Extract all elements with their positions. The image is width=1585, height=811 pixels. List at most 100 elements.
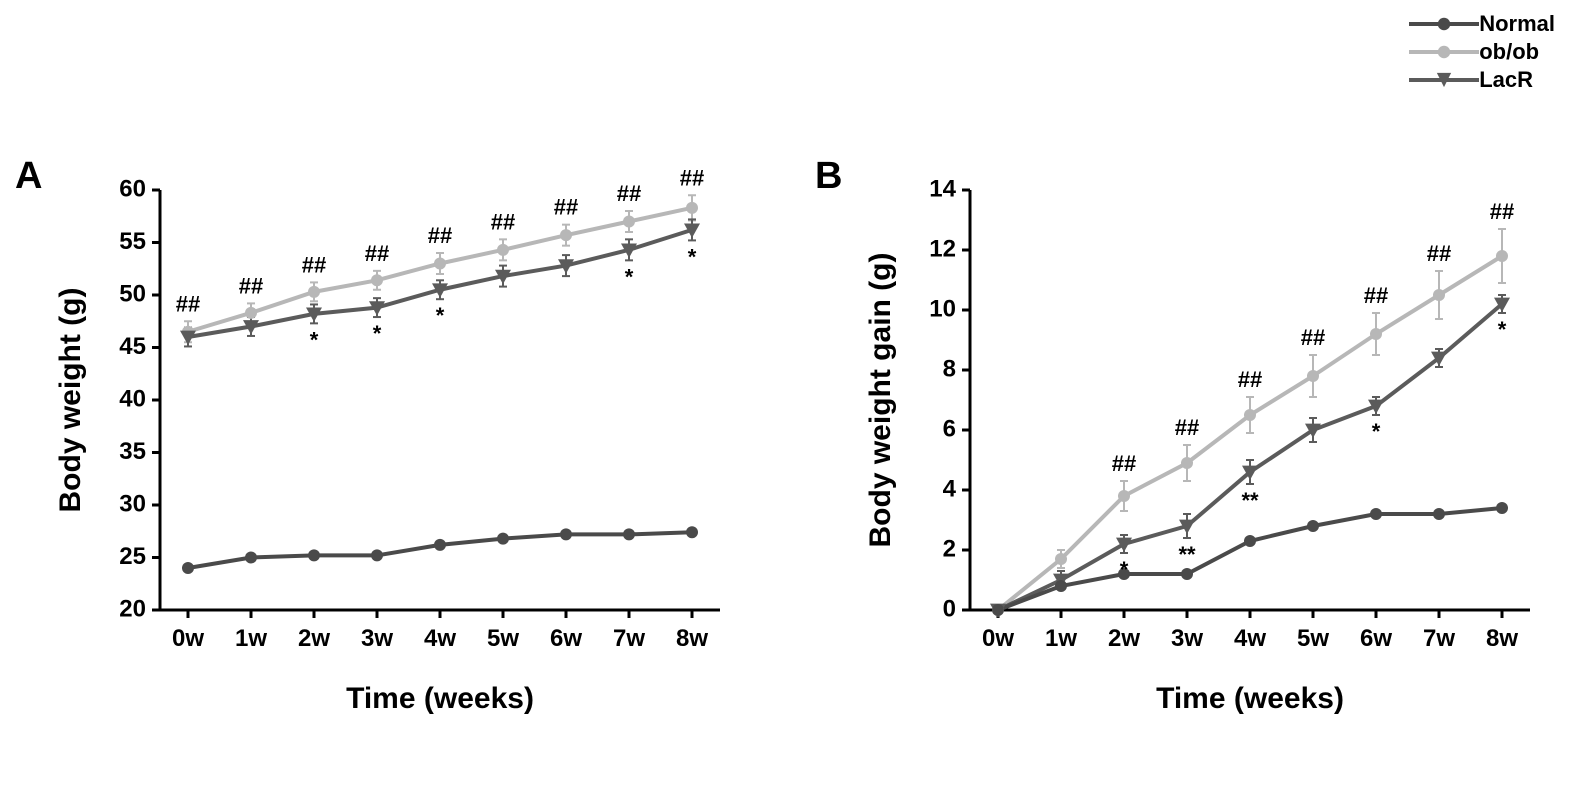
- marker-obob: [1244, 409, 1256, 421]
- marker-obob: [434, 258, 446, 270]
- annotation-top: ##: [239, 273, 263, 298]
- legend-item-normal: Normal: [1409, 10, 1555, 38]
- x-tick-label: 7w: [1423, 625, 1455, 652]
- x-tick-label: 3w: [361, 625, 393, 652]
- annotation-top: ##: [1175, 415, 1199, 440]
- y-tick-label: 8: [943, 355, 956, 382]
- legend-item-obob: ob/ob: [1409, 38, 1555, 66]
- annotation-bottom: *: [310, 327, 319, 352]
- annotation-top: ##: [365, 241, 389, 266]
- y-tick-label: 50: [119, 280, 146, 307]
- annotation-bottom: *: [688, 244, 697, 269]
- annotation-top: ##: [428, 223, 452, 248]
- marker-normal: [434, 539, 446, 551]
- annotation-top: ##: [1364, 283, 1388, 308]
- y-tick-label: 25: [119, 543, 146, 570]
- annotation-top: ##: [1112, 451, 1136, 476]
- y-tick-label: 2: [943, 535, 956, 562]
- marker-obob: [308, 286, 320, 298]
- annotation-bottom: *: [625, 264, 634, 289]
- annotation-bottom: **: [1241, 488, 1259, 513]
- chart-B: 024681012140w1w2w3w4w5w6w7w8wBody weight…: [855, 135, 1560, 745]
- annotation-top: ##: [1427, 241, 1451, 266]
- legend: Normalob/obLacR: [1409, 10, 1555, 94]
- marker-obob: [560, 229, 572, 241]
- marker-normal: [623, 528, 635, 540]
- x-tick-label: 4w: [1234, 625, 1266, 652]
- marker-normal: [1244, 535, 1256, 547]
- x-tick-label: 2w: [298, 625, 330, 652]
- annotation-bottom: *: [373, 321, 382, 346]
- marker-normal: [497, 533, 509, 545]
- marker-lacr: [1116, 538, 1132, 552]
- x-tick-label: 8w: [1486, 625, 1518, 652]
- figure-root: { "canvas": { "width": 1585, "height": 8…: [0, 0, 1585, 811]
- panel-letter-b: B: [815, 155, 842, 198]
- annotation-top: ##: [491, 209, 515, 234]
- legend-swatch-normal: [1409, 12, 1479, 36]
- x-tick-label: 4w: [424, 625, 456, 652]
- x-tick-label: 1w: [235, 625, 267, 652]
- y-tick-label: 45: [119, 333, 146, 360]
- marker-normal: [1055, 580, 1067, 592]
- y-tick-label: 0: [943, 595, 956, 622]
- legend-label-obob: ob/ob: [1479, 39, 1539, 65]
- annotation-bottom: *: [1372, 419, 1381, 444]
- annotation-top: ##: [1301, 325, 1325, 350]
- annotation-bottom: **: [1178, 542, 1196, 567]
- annotation-top: ##: [554, 195, 578, 220]
- x-tick-label: 2w: [1108, 625, 1140, 652]
- x-tick-label: 0w: [172, 625, 204, 652]
- marker-normal: [371, 549, 383, 561]
- marker-normal: [1433, 508, 1445, 520]
- marker-obob: [1433, 289, 1445, 301]
- marker-normal: [1496, 502, 1508, 514]
- marker-normal: [182, 562, 194, 574]
- marker-normal: [992, 604, 1004, 616]
- y-tick-label: 20: [119, 595, 146, 622]
- legend-item-lacr: LacR: [1409, 66, 1555, 94]
- marker-normal: [1181, 568, 1193, 580]
- y-tick-label: 40: [119, 385, 146, 412]
- marker-normal: [1370, 508, 1382, 520]
- annotation-bottom: *: [436, 303, 445, 328]
- marker-obob: [371, 274, 383, 286]
- panel-b: 024681012140w1w2w3w4w5w6w7w8wBody weight…: [855, 135, 1560, 745]
- marker-normal: [560, 528, 572, 540]
- annotation-top: ##: [302, 252, 326, 277]
- panel-letter-a: A: [15, 155, 42, 198]
- annotation-top: ##: [617, 181, 641, 206]
- annotation-top: ##: [176, 291, 200, 316]
- x-tick-label: 7w: [613, 625, 645, 652]
- x-tick-label: 6w: [550, 625, 582, 652]
- series-line-lacr: [998, 304, 1502, 610]
- x-axis-title: Time (weeks): [346, 682, 534, 715]
- x-tick-label: 5w: [487, 625, 519, 652]
- x-tick-label: 8w: [676, 625, 708, 652]
- marker-obob: [1055, 553, 1067, 565]
- y-tick-label: 55: [119, 228, 146, 255]
- y-tick-label: 60: [119, 175, 146, 202]
- annotation-top: ##: [680, 165, 704, 190]
- x-tick-label: 6w: [1360, 625, 1392, 652]
- marker-obob: [686, 202, 698, 214]
- y-tick-label: 6: [943, 415, 956, 442]
- marker-normal: [1307, 520, 1319, 532]
- y-tick-label: 14: [929, 175, 956, 202]
- y-tick-label: 30: [119, 490, 146, 517]
- series-line-normal: [998, 508, 1502, 610]
- y-tick-label: 12: [929, 235, 956, 262]
- annotation-bottom: *: [1120, 557, 1129, 582]
- panel-a: 2025303540455055600w1w2w3w4w5w6w7w8wBody…: [45, 135, 750, 745]
- x-axis-title: Time (weeks): [1156, 682, 1344, 715]
- legend-swatch-lacr: [1409, 68, 1479, 92]
- y-tick-label: 10: [929, 295, 956, 322]
- marker-obob: [1496, 250, 1508, 262]
- legend-swatch-obob: [1409, 40, 1479, 64]
- y-axis-title: Body weight gain (g): [864, 253, 897, 548]
- marker-obob: [1370, 328, 1382, 340]
- marker-obob: [1181, 457, 1193, 469]
- marker-obob: [497, 244, 509, 256]
- y-tick-label: 4: [943, 475, 957, 502]
- x-tick-label: 5w: [1297, 625, 1329, 652]
